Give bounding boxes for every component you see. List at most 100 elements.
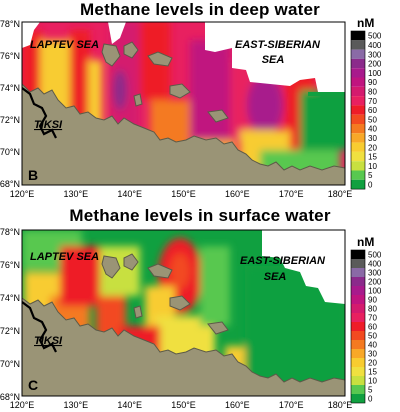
legend-level-label: 80 (368, 87, 377, 96)
legend-level-label: 30 (368, 134, 377, 143)
panel-b-region-labels: LAPTEV SEA EAST-SIBERIAN SEA TIKSI (30, 39, 321, 131)
legend-level-label: 60 (368, 106, 377, 115)
panel-c-coast-detail (22, 301, 57, 353)
legend-level-label: 0 (368, 395, 373, 404)
legend-level-label: 5 (368, 171, 373, 180)
panel-c-region-labels: LAPTEV SEA EAST-SIBERIAN SEA TIKSI (30, 251, 326, 347)
panel-b-island-6 (133, 93, 143, 107)
east-siberian-label: EAST-SIBERIAN (240, 255, 326, 267)
panel-c-frame (21, 229, 346, 397)
lon-label: 120°E (10, 400, 35, 410)
legend-level-label: 40 (368, 341, 377, 350)
lon-label: 180°E (328, 189, 353, 199)
legend-swatch (351, 114, 365, 124)
panel-c-land-mainland (22, 297, 345, 396)
laptev-sea-label: LAPTEV SEA (30, 251, 99, 263)
legend-level-label: 50 (368, 332, 377, 341)
lat-label: 68°N (0, 392, 20, 402)
panel-b-island-1 (101, 43, 121, 67)
legend-level-label: 0 (368, 180, 373, 189)
panel-b-nodata-nw (22, 22, 40, 48)
lat-label: 76°N (0, 260, 20, 270)
lon-label: 140°E (117, 189, 142, 199)
panel-c-nodata-ne (262, 230, 345, 304)
legend-swatch (351, 40, 365, 50)
panel-b-island-4 (169, 83, 191, 99)
legend-level-label: 15 (368, 368, 377, 377)
panel-b-island-2 (123, 41, 139, 59)
legend-level-label: 80 (368, 305, 377, 314)
legend-level-label: 300 (368, 50, 382, 59)
legend-level-label: 10 (368, 162, 377, 171)
legend-level-label: 15 (368, 153, 377, 162)
panel-b-map: 78°N 76°N 74°N 72°N 70°N 68°N 120°E 130°… (0, 16, 382, 199)
legend-level-label: 200 (368, 278, 382, 287)
lat-label: 74°N (0, 293, 20, 303)
panel-b-coast-detail (22, 87, 57, 139)
panel-c-letter: C (28, 377, 38, 393)
legend-level-label: 50 (368, 115, 377, 124)
legend-swatch (351, 161, 365, 171)
legend-frame (350, 249, 366, 404)
lon-label: 130°E (63, 189, 88, 199)
panel-c-map: 78°N 76°N 74°N 72°N 70°N 68°N 120°E 130°… (0, 227, 382, 410)
legend-level-label: 100 (368, 69, 382, 78)
legend-level-label: 500 (368, 32, 382, 41)
lon-label: 180°E (328, 400, 353, 410)
legend-level-label: 5 (368, 386, 373, 395)
panel-b-frame (21, 21, 346, 186)
laptev-sea-label: LAPTEV SEA (30, 39, 99, 51)
legend-swatch (351, 170, 365, 180)
lat-label: 74°N (0, 83, 20, 93)
legend-level-label: 400 (368, 260, 382, 269)
sea-label: SEA (264, 271, 287, 283)
lon-label: 120°E (10, 189, 35, 199)
legend-level-label: 400 (368, 41, 382, 50)
legend-level-label: 90 (368, 78, 377, 87)
panel-c-lon-axis: 120°E 130°E 140°E 150°E 160°E 170°E 180°… (10, 400, 353, 410)
legend-swatch (351, 49, 365, 59)
legend-swatch (351, 96, 365, 106)
legend-level-label: 70 (368, 97, 377, 106)
panel-b-island-5 (207, 109, 229, 123)
legend-level-label: 300 (368, 269, 382, 278)
legend-level-label: 60 (368, 323, 377, 332)
legend-swatch (351, 376, 365, 385)
panel-c: 78°N 76°N 74°N 72°N 70°N 68°N 120°E 130°… (0, 206, 400, 412)
legend-swatch (351, 77, 365, 87)
legend-swatch (351, 313, 365, 322)
legend-swatch (351, 340, 365, 349)
panel-b-lat-axis: 78°N 76°N 74°N 72°N 70°N 68°N (0, 19, 20, 189)
tiksi-label: TIKSI (34, 119, 63, 131)
panel-b-legend-unit: nM (357, 16, 374, 30)
legend-swatch (351, 179, 365, 190)
legend-swatch (351, 331, 365, 340)
lat-label: 70°N (0, 147, 20, 157)
panel-b-land-mainland (22, 83, 345, 185)
legend-swatch (351, 268, 365, 277)
panel-c-island-2 (123, 253, 139, 271)
lon-label: 170°E (279, 189, 304, 199)
panel-c-legend-unit: nM (357, 235, 374, 249)
panel-b-letter: B (28, 167, 38, 183)
sea-label: SEA (262, 54, 285, 66)
panel-b-title: Methane levels in deep water (80, 0, 320, 19)
legend-swatch (351, 151, 365, 162)
legend-swatch (351, 358, 365, 367)
legend-swatch (351, 295, 365, 304)
legend-swatch (351, 250, 365, 259)
legend-swatch (351, 133, 365, 143)
lat-label: 68°N (0, 179, 20, 189)
lon-label: 160°E (225, 400, 250, 410)
tiksi-label: TIKSI (34, 335, 63, 347)
legend-swatch (351, 277, 365, 286)
legend-swatch (351, 394, 365, 403)
legend-swatch (351, 124, 365, 134)
lon-label: 140°E (117, 400, 142, 410)
panel-b-island-3 (147, 51, 173, 67)
legend-swatch (351, 86, 365, 97)
legend-swatch (351, 367, 365, 376)
panel-c-island-4 (169, 295, 191, 311)
panel-c-island-3 (147, 263, 173, 279)
